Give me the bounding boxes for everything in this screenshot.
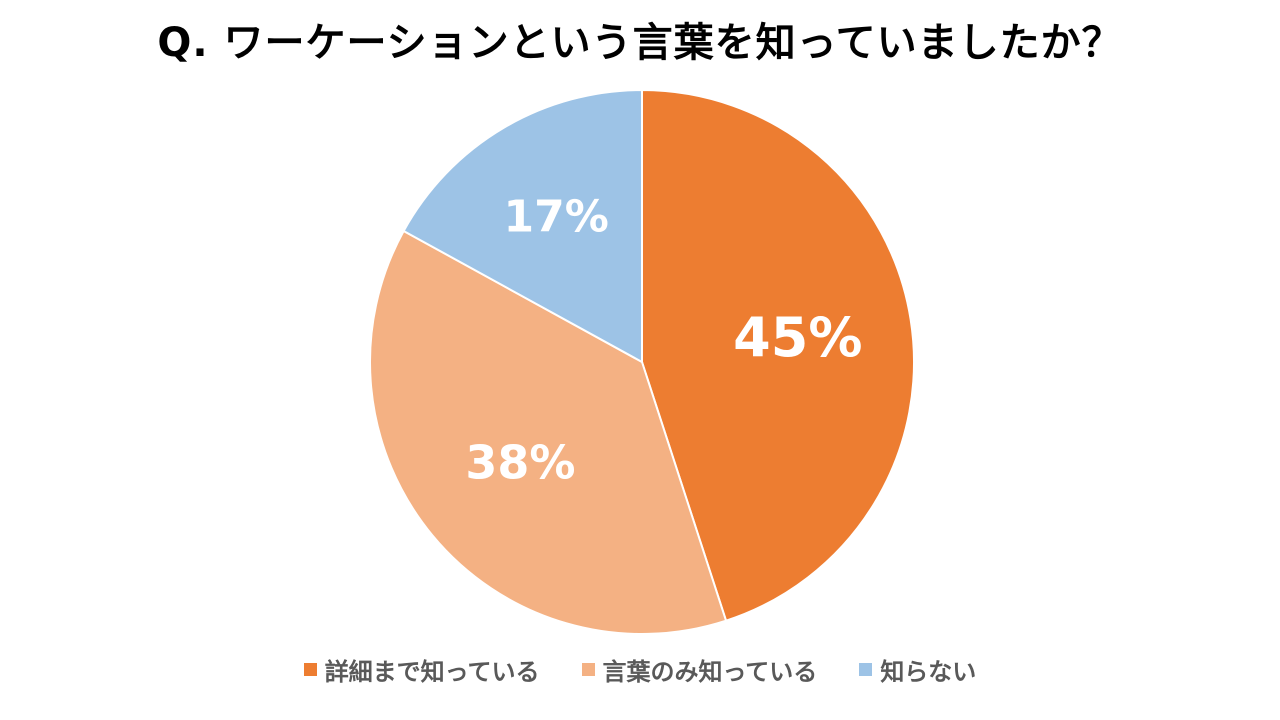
legend: 詳細まで知っている 言葉のみ知っている 知らない bbox=[0, 652, 1280, 687]
pie-slice-unknown bbox=[402, 88, 643, 364]
legend-swatch-detailed bbox=[303, 663, 317, 676]
legend-swatch-word-only bbox=[581, 663, 595, 676]
pie-label-word-only: 38% bbox=[465, 436, 575, 490]
pie-label-detailed: 45% bbox=[733, 306, 862, 369]
legend-label-detailed: 詳細まで知っている bbox=[324, 658, 540, 686]
legend-item-unknown: 知らない bbox=[859, 652, 976, 687]
pie-label-unknown: 17% bbox=[503, 191, 608, 242]
legend-item-detailed: 詳細まで知っている bbox=[303, 652, 540, 687]
pie-slice-word-only bbox=[369, 229, 728, 635]
legend-item-word-only: 言葉のみ知っている bbox=[581, 652, 818, 687]
pie-slice-detailed bbox=[641, 88, 915, 622]
legend-swatch-unknown bbox=[859, 663, 873, 676]
chart-title: Q. ワーケーションという言葉を知っていましたか？ bbox=[157, 20, 1123, 66]
legend-label-word-only: 言葉のみ知っている bbox=[602, 658, 818, 686]
legend-label-unknown: 知らない bbox=[880, 658, 977, 686]
